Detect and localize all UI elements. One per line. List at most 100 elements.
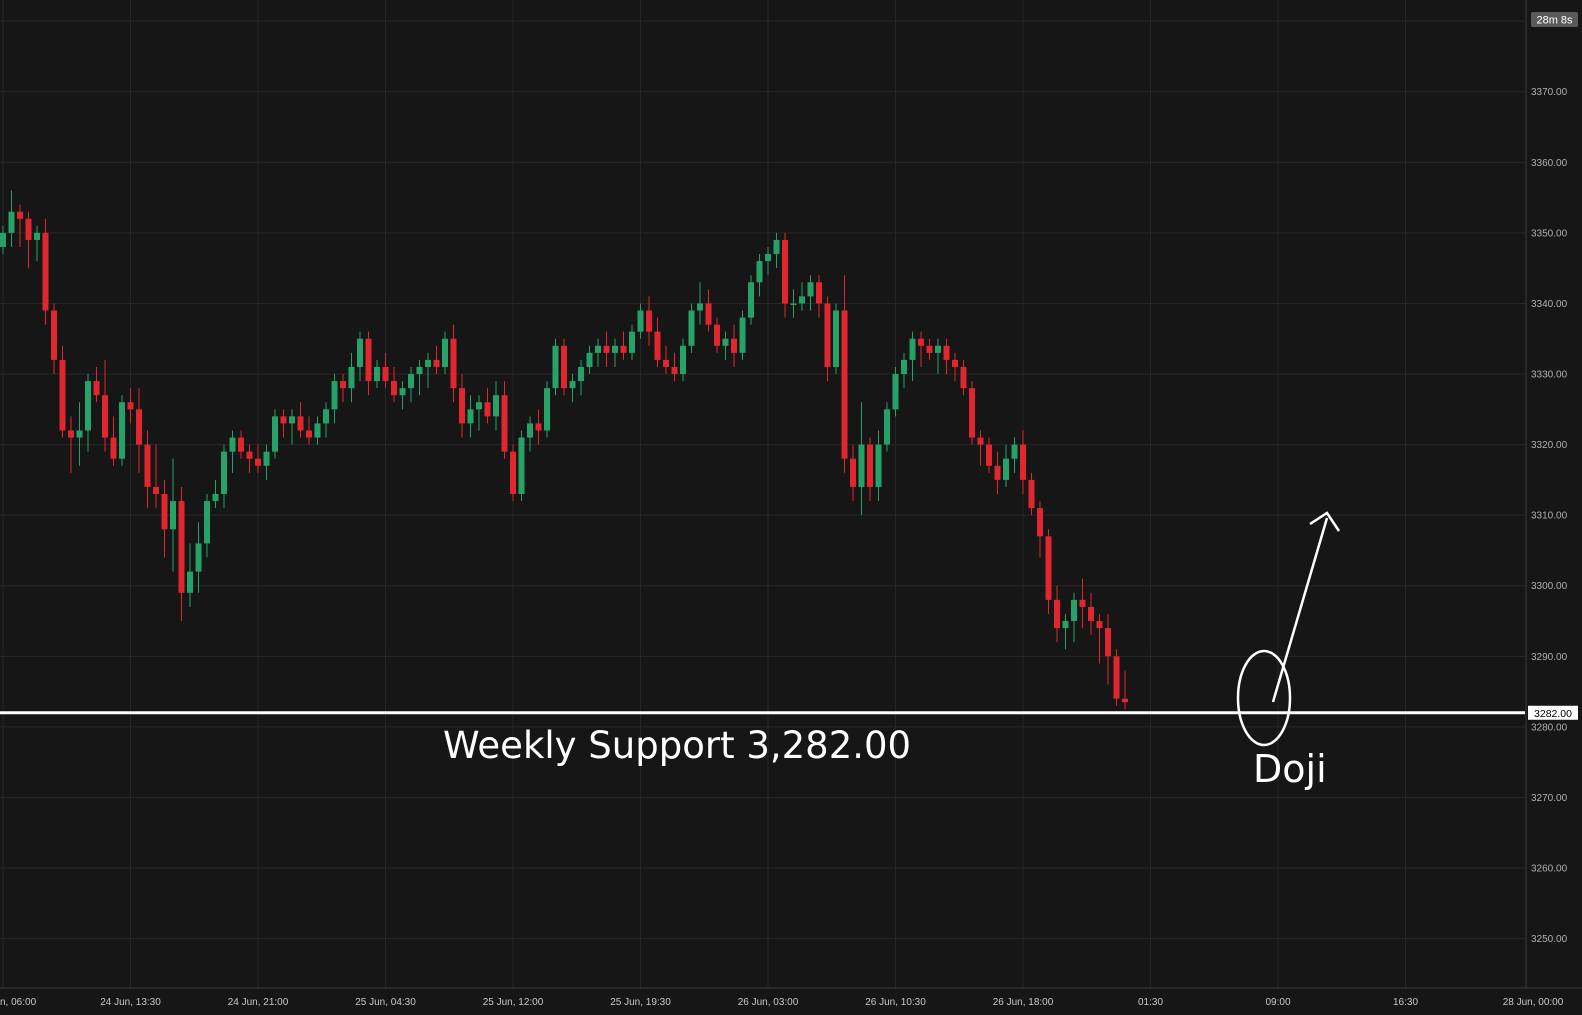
candle (1028, 472, 1035, 516)
candle-body (824, 303, 831, 367)
candle-body (8, 211, 15, 233)
candle (1054, 585, 1060, 643)
candle-body (1028, 479, 1035, 509)
candle (493, 381, 499, 431)
candle-body (204, 501, 210, 544)
price-tick-label: 3330.00 (1531, 370, 1568, 381)
candle (110, 416, 117, 466)
candle-body (1088, 606, 1094, 622)
candle-body (926, 345, 933, 353)
candle-body (569, 381, 576, 389)
candle (221, 444, 227, 509)
time-tick-label: 26 Jun, 03:00 (738, 997, 799, 1008)
candle (969, 381, 975, 445)
candle (731, 324, 737, 367)
candle (603, 331, 610, 367)
price-tick-label: 3360.00 (1531, 158, 1568, 169)
candle (161, 479, 168, 558)
candle-body (782, 239, 788, 304)
candle (858, 402, 865, 516)
candle (476, 395, 482, 431)
weekly-support-label: Weekly Support 3,282.00 (443, 724, 911, 767)
candle (935, 338, 941, 375)
candle-body (1037, 508, 1043, 537)
candle (977, 430, 984, 466)
candle-body (1003, 458, 1009, 480)
candle (17, 204, 23, 247)
candle-body (799, 296, 805, 304)
candle-body (739, 317, 746, 353)
candle (34, 225, 40, 262)
candle (85, 374, 91, 452)
candle (1096, 613, 1103, 664)
candle (280, 409, 287, 438)
candle (620, 331, 627, 360)
candle-body (1113, 656, 1120, 699)
candle-body (238, 437, 244, 452)
candle (25, 211, 32, 269)
candle (357, 331, 363, 382)
candle-body (501, 395, 508, 452)
candle (1079, 578, 1086, 629)
candle-body (450, 338, 457, 389)
candle-body (544, 388, 550, 431)
candle-body (110, 437, 117, 459)
candle-body (518, 437, 525, 494)
candle-body (425, 359, 431, 367)
time-tick-label: 28 Jun, 00:00 (1503, 997, 1564, 1008)
candle-body (629, 331, 635, 353)
candle (637, 303, 644, 339)
candle-body (884, 409, 890, 445)
price-tick-label: 3350.00 (1531, 228, 1568, 239)
candle (892, 366, 899, 417)
candle (238, 430, 244, 459)
candle (952, 352, 958, 382)
candle-body (986, 444, 992, 466)
candle-body (765, 254, 771, 262)
candle (1088, 592, 1094, 636)
candle-body (527, 423, 533, 438)
candle (263, 444, 270, 480)
candle-body (688, 310, 695, 346)
candle-body (612, 345, 618, 353)
support-price-badge: 3282.00 (1528, 705, 1578, 720)
candle-body (977, 437, 984, 445)
candle-body (255, 458, 261, 466)
candle-body (952, 359, 958, 367)
candle-body (535, 423, 542, 431)
candle-body (365, 338, 372, 382)
candle (1071, 592, 1077, 643)
candle (824, 296, 831, 382)
candle (399, 381, 406, 410)
candle (484, 388, 491, 424)
candle-body (229, 437, 236, 452)
candle (1105, 613, 1111, 685)
candle-body (323, 409, 329, 424)
candle-body (552, 345, 559, 389)
candle (433, 345, 440, 375)
candle-body (510, 451, 516, 494)
doji-circle-annotation (1236, 649, 1292, 747)
candle-body (1079, 599, 1086, 607)
candle (416, 359, 423, 396)
time-tick-label: 24 Jun, 21:00 (228, 997, 289, 1008)
candle (909, 331, 916, 382)
candle-body (850, 458, 856, 487)
candle (255, 444, 261, 473)
countdown-badge: 28m 8s (1531, 12, 1578, 27)
candle (93, 366, 100, 403)
candle (314, 416, 321, 445)
candle (773, 232, 780, 269)
candle-body (348, 366, 355, 389)
candle-body (221, 451, 227, 494)
candle-body (331, 381, 338, 410)
candle-body (969, 388, 975, 438)
candle (748, 275, 754, 325)
bounce-arrow-head (1309, 511, 1341, 532)
candle (1011, 437, 1018, 473)
candle (1020, 430, 1026, 494)
candle (926, 338, 933, 360)
time-tick-label: 26 Jun, 10:30 (865, 997, 926, 1008)
